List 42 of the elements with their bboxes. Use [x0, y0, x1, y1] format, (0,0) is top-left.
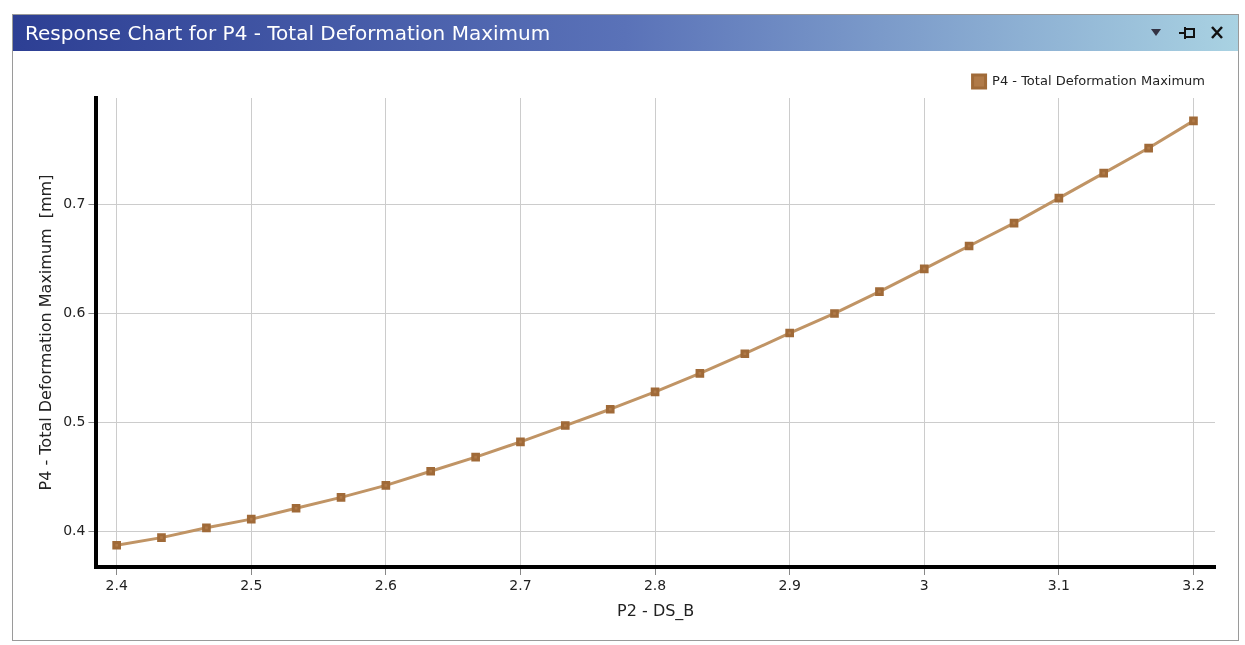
point: [202, 523, 211, 533]
point: [157, 533, 166, 542]
point: [1099, 168, 1109, 178]
point: [426, 466, 436, 476]
x-tick-label: 3.1: [1047, 577, 1070, 594]
point: [740, 349, 750, 359]
x-tick-label: 2.9: [778, 577, 801, 594]
point: [336, 493, 346, 502]
y-tick-label: 0.4: [63, 521, 86, 538]
chart-title: Response Chart for P4 - Total Deformation Maximum: [25, 21, 551, 45]
y-axis-title: P4 - Total Deformation Maximum [mm]: [35, 174, 55, 491]
point: [246, 514, 256, 524]
point: [471, 452, 480, 462]
legend-label: P4 - Total Deformation Maximum: [992, 72, 1206, 88]
x-tick-label: 2.7: [509, 577, 532, 594]
point: [695, 368, 705, 378]
point: [112, 540, 121, 550]
x-tick-label: 2.4: [105, 577, 128, 594]
point: [516, 437, 525, 447]
point: [919, 264, 929, 274]
y-tick-label: 0.5: [63, 412, 86, 429]
point: [291, 503, 301, 513]
y-tick-label: 0.7: [63, 195, 86, 212]
point: [785, 328, 794, 338]
point: [1144, 143, 1153, 153]
x-tick-label: 2.6: [374, 577, 398, 594]
point: [650, 387, 660, 397]
point: [1189, 116, 1198, 126]
point: [1009, 218, 1019, 228]
point: [964, 241, 974, 251]
point: [605, 404, 615, 414]
x-axis-title: P2 - DS_B: [617, 600, 695, 621]
point: [560, 421, 570, 430]
point: [1054, 193, 1064, 203]
point: [381, 481, 391, 490]
x-tick-label: 3: [919, 577, 929, 594]
x-tick-label: 2.5: [240, 577, 263, 594]
x-tick-label: 3.2: [1182, 577, 1205, 594]
point: [830, 309, 839, 318]
point: [875, 287, 884, 297]
y-tick-label: 0.6: [63, 304, 86, 321]
x-tick-label: 2.8: [643, 577, 667, 594]
